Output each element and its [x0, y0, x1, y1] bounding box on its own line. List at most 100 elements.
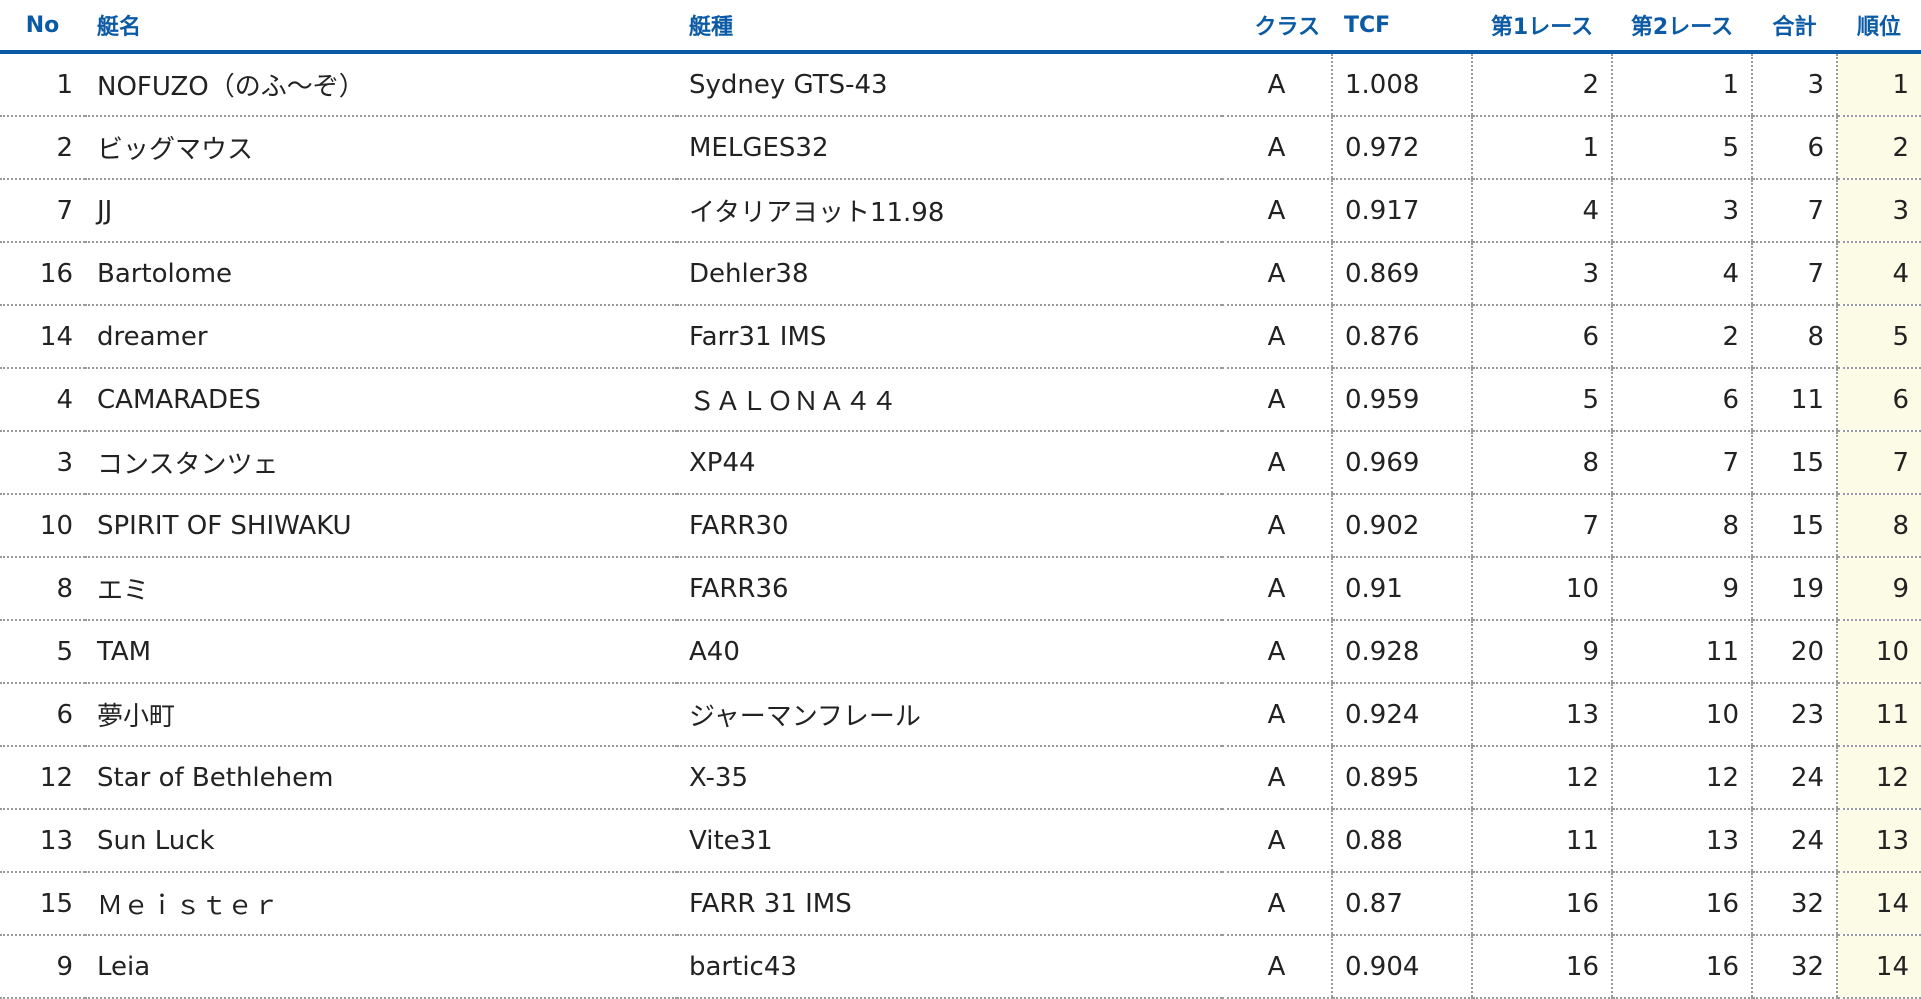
cell-rank: 10: [1836, 620, 1921, 684]
cell-total: 6: [1751, 116, 1837, 180]
header-boat-type[interactable]: 艇種: [677, 0, 1222, 54]
cell-race2: 8: [1611, 494, 1752, 558]
header-boat-name[interactable]: 艇名: [85, 0, 677, 54]
cell-total: 3: [1751, 52, 1837, 117]
cell-boat-type: ＳＡＬＯＮＡ４４: [677, 368, 1222, 432]
cell-no: 6: [0, 683, 85, 747]
cell-boat-type: X-35: [677, 746, 1222, 810]
cell-total: 24: [1751, 746, 1837, 810]
cell-total: 15: [1751, 431, 1837, 495]
cell-no: 14: [0, 305, 85, 369]
cell-boat-name: NOFUZO（のふ〜ぞ）: [85, 52, 677, 117]
cell-class: A: [1222, 431, 1332, 495]
cell-race1: 5: [1471, 368, 1612, 432]
cell-race1: 11: [1471, 809, 1612, 873]
cell-tcf: 0.88: [1331, 809, 1472, 873]
cell-boat-name: JJ: [85, 179, 677, 243]
cell-no: 10: [0, 494, 85, 558]
cell-total: 32: [1751, 935, 1837, 999]
cell-tcf: 0.959: [1331, 368, 1472, 432]
cell-boat-name: Sun Luck: [85, 809, 677, 873]
cell-rank: 3: [1836, 179, 1921, 243]
cell-class: A: [1222, 935, 1332, 999]
cell-boat-name: Leia: [85, 935, 677, 999]
cell-race2: 2: [1611, 305, 1752, 369]
cell-rank: 12: [1836, 746, 1921, 810]
cell-tcf: 0.869: [1331, 242, 1472, 306]
cell-boat-type: A40: [677, 620, 1222, 684]
cell-rank: 1: [1836, 52, 1921, 117]
cell-total: 7: [1751, 242, 1837, 306]
cell-race1: 7: [1471, 494, 1612, 558]
cell-race1: 1: [1471, 116, 1612, 180]
cell-tcf: 0.924: [1331, 683, 1472, 747]
cell-race2: 3: [1611, 179, 1752, 243]
cell-race2: 4: [1611, 242, 1752, 306]
cell-class: A: [1222, 683, 1332, 747]
cell-tcf: 0.917: [1331, 179, 1472, 243]
header-no[interactable]: No: [0, 0, 85, 54]
cell-total: 19: [1751, 557, 1837, 621]
header-rank[interactable]: 順位: [1837, 0, 1921, 54]
header-total[interactable]: 合計: [1752, 0, 1837, 54]
table-row: 7 JJ イタリアヨット11.98 A 0.917 4 3 7 3: [0, 179, 1921, 243]
cell-class: A: [1222, 52, 1332, 117]
cell-total: 11: [1751, 368, 1837, 432]
cell-no: 4: [0, 368, 85, 432]
table-row: 10 SPIRIT OF SHIWAKU FARR30 A 0.902 7 8 15 8: [0, 494, 1921, 558]
table-row: 3 コンスタンツェ XP44 A 0.969 8 7 15 7: [0, 431, 1921, 495]
cell-race1: 8: [1471, 431, 1612, 495]
cell-boat-name: 夢小町: [85, 683, 677, 747]
cell-boat-type: ジャーマンフレール: [677, 683, 1222, 747]
table-body: 1 NOFUZO（のふ〜ぞ） Sydney GTS-43 A 1.008 2 1 3 1 2 ビッグ…: [0, 52, 1921, 999]
cell-boat-name: dreamer: [85, 305, 677, 369]
cell-race1: 16: [1471, 872, 1612, 936]
cell-race2: 13: [1611, 809, 1752, 873]
cell-rank: 14: [1836, 872, 1921, 936]
cell-boat-type: bartic43: [677, 935, 1222, 999]
table-row: 2 ビッグマウス MELGES32 A 0.972 1 5 6 2: [0, 116, 1921, 180]
cell-boat-type: Sydney GTS-43: [677, 52, 1222, 117]
table-row: 8 エミ FARR36 A 0.91 10 9 19 9: [0, 557, 1921, 621]
cell-race1: 9: [1471, 620, 1612, 684]
cell-race2: 16: [1611, 872, 1752, 936]
cell-rank: 5: [1836, 305, 1921, 369]
cell-race2: 6: [1611, 368, 1752, 432]
cell-boat-type: FARR 31 IMS: [677, 872, 1222, 936]
cell-class: A: [1222, 368, 1332, 432]
cell-total: 8: [1751, 305, 1837, 369]
cell-no: 16: [0, 242, 85, 306]
cell-rank: 6: [1836, 368, 1921, 432]
cell-tcf: 0.876: [1331, 305, 1472, 369]
cell-no: 9: [0, 935, 85, 999]
cell-rank: 13: [1836, 809, 1921, 873]
table-row: 6 夢小町 ジャーマンフレール A 0.924 13 10 23 11: [0, 683, 1921, 747]
cell-race1: 12: [1471, 746, 1612, 810]
cell-class: A: [1222, 557, 1332, 621]
cell-boat-name: コンスタンツェ: [85, 431, 677, 495]
table-row: 9 Leia bartic43 A 0.904 16 16 32 14: [0, 935, 1921, 999]
cell-tcf: 0.895: [1331, 746, 1472, 810]
header-race2[interactable]: 第2レース: [1612, 0, 1752, 54]
cell-rank: 11: [1836, 683, 1921, 747]
table-row: 12 Star of Bethlehem X-35 A 0.895 12 12 24 12: [0, 746, 1921, 810]
cell-total: 32: [1751, 872, 1837, 936]
cell-boat-type: Farr31 IMS: [677, 305, 1222, 369]
cell-no: 2: [0, 116, 85, 180]
cell-tcf: 0.902: [1331, 494, 1472, 558]
header-class[interactable]: クラス: [1222, 0, 1332, 54]
cell-boat-name: Bartolome: [85, 242, 677, 306]
table-row: 13 Sun Luck Vite31 A 0.88 11 13 24 13: [0, 809, 1921, 873]
cell-rank: 7: [1836, 431, 1921, 495]
cell-tcf: 1.008: [1331, 52, 1472, 117]
cell-rank: 8: [1836, 494, 1921, 558]
table-row: 1 NOFUZO（のふ〜ぞ） Sydney GTS-43 A 1.008 2 1 3 1: [0, 52, 1921, 117]
cell-boat-type: Dehler38: [677, 242, 1222, 306]
cell-class: A: [1222, 620, 1332, 684]
header-tcf[interactable]: TCF: [1332, 0, 1472, 54]
header-race1[interactable]: 第1レース: [1472, 0, 1612, 54]
cell-no: 12: [0, 746, 85, 810]
cell-class: A: [1222, 809, 1332, 873]
cell-rank: 9: [1836, 557, 1921, 621]
